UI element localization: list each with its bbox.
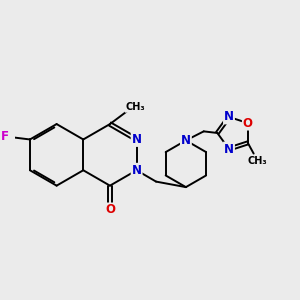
Text: O: O: [243, 117, 253, 130]
Text: CH₃: CH₃: [248, 156, 267, 166]
Text: F: F: [1, 130, 9, 143]
Text: O: O: [105, 203, 115, 217]
Text: N: N: [132, 164, 142, 177]
Text: N: N: [181, 134, 191, 147]
Text: N: N: [224, 142, 234, 155]
Text: N: N: [224, 110, 234, 124]
Text: N: N: [132, 133, 142, 146]
Text: CH₃: CH₃: [125, 102, 145, 112]
